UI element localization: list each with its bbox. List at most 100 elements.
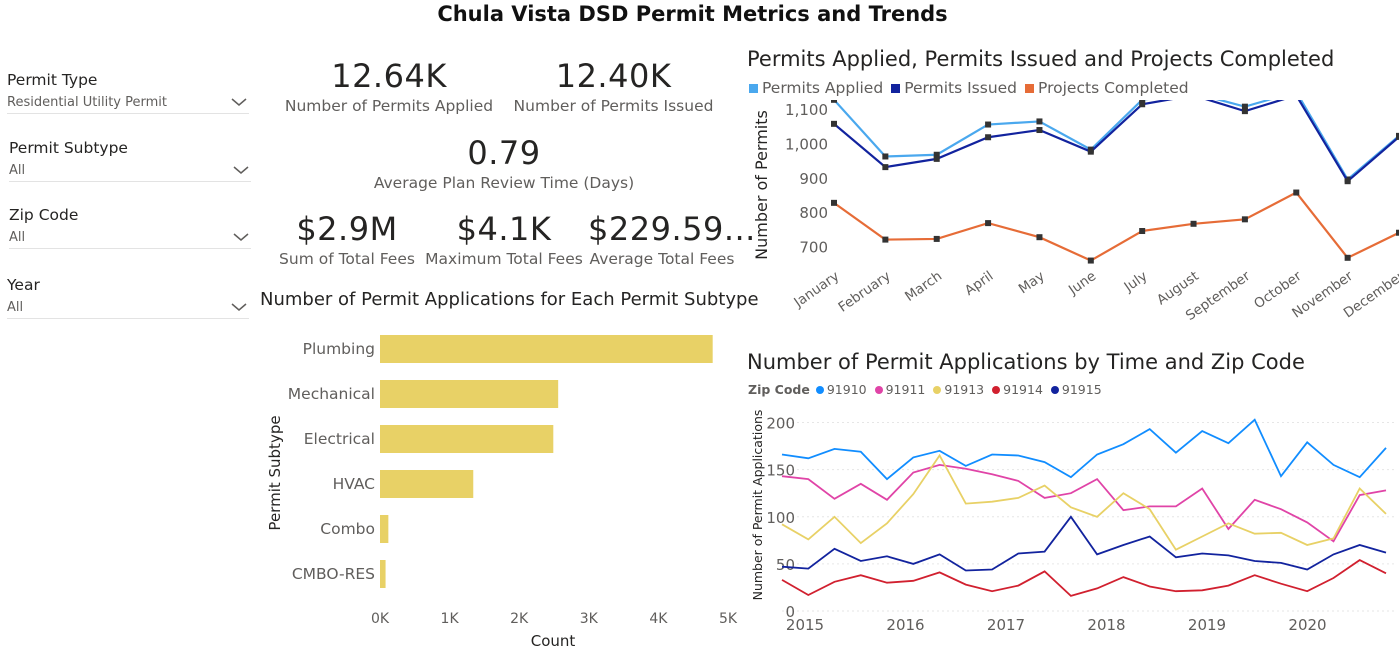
x-tick-label: June (1065, 268, 1099, 299)
subtype-bar-chart: Plumbing Mechanical Electrical HVAC Combo CMB… (266, 335, 738, 650)
card-value: 0.79 (467, 134, 541, 172)
y-tick-label: 700 (799, 239, 828, 257)
data-point (882, 236, 889, 243)
bar (380, 515, 389, 543)
legend-item-issued[interactable]: Permits Issued (891, 79, 1017, 97)
legend-label: 91911 (885, 382, 926, 397)
data-point (985, 121, 992, 128)
page-title: Chula Vista DSD Permit Metrics and Trend… (437, 2, 948, 26)
x-axis-title: Count (531, 632, 576, 650)
y-tick-label: 800 (799, 204, 828, 222)
legend-item-91911[interactable]: 91911 (874, 382, 926, 397)
permit-type-slicer: Permit Type Residential Utility Permit (7, 69, 249, 114)
category-label: Combo (320, 520, 375, 538)
monthly-line-chart: 700 800 900 1,000 1,100 Number of Permits Janu… (752, 100, 1399, 324)
y-axis-title: Number of Permit Applications (750, 410, 765, 601)
legend-swatch (1025, 83, 1035, 93)
data-point (1241, 216, 1248, 223)
data-point (1344, 254, 1351, 261)
x-tick-label: 3K (580, 611, 599, 627)
card-value: $4.1K (456, 210, 552, 248)
y-tick-label: 1,100 (785, 101, 828, 119)
y-tick-label: 50 (776, 556, 795, 574)
bar (380, 335, 713, 363)
x-tick-label: April (962, 268, 996, 299)
zip-code-label: Zip Code (9, 206, 79, 224)
legend-label: 91915 (1061, 382, 1102, 397)
series-line (781, 559, 1387, 597)
category-label: Mechanical (288, 385, 375, 403)
data-point (1087, 148, 1094, 155)
y-axis-title: Number of Permits (752, 110, 771, 260)
legend-label: 91913 (944, 382, 985, 397)
data-point (831, 120, 837, 127)
legend-item-applied[interactable]: Permits Applied (749, 79, 883, 97)
x-tick-label: January (790, 268, 842, 311)
card-value: $229.59... (588, 210, 756, 248)
category-label: Electrical (304, 430, 375, 448)
permit-type-value: Residential Utility Permit (7, 94, 167, 110)
series-line (781, 463, 1387, 543)
card-label: Average Plan Review Time (Days) (373, 174, 635, 192)
x-tick-label: 2018 (1087, 616, 1125, 634)
category-label: HVAC (333, 475, 375, 493)
data-point (1087, 257, 1094, 264)
x-tick-label: 2019 (1188, 616, 1226, 634)
y-tick-label: 100 (766, 509, 795, 527)
year-value: All (7, 299, 24, 315)
x-tick-label: 5K (719, 611, 738, 627)
legend-dot (1050, 385, 1059, 394)
series-line (781, 453, 1387, 551)
data-point (1190, 220, 1197, 227)
chevron-down-icon (233, 166, 249, 174)
data-point (882, 153, 889, 160)
legend-label: Permits Issued (904, 79, 1018, 97)
data-point (985, 134, 992, 141)
zip-code-value: All (9, 229, 26, 245)
data-point (1036, 118, 1043, 125)
legend-label: Permits Applied (762, 79, 884, 97)
legend-swatch (891, 83, 901, 93)
legend-label: 91910 (826, 382, 867, 397)
year-dropdown[interactable]: All (7, 296, 249, 319)
x-tick-label: July (1121, 268, 1151, 296)
zip-code-dropdown[interactable]: All (9, 226, 251, 249)
y-tick-label: 900 (799, 170, 828, 188)
zip-chart-legend: Zip Code 91910 91911 91913 91914 91915 (748, 382, 1110, 397)
data-point (933, 235, 940, 242)
series-line (833, 100, 1399, 182)
card-label: Maximum Total Fees (425, 250, 583, 268)
data-point (985, 220, 992, 227)
legend-item-91915[interactable]: 91915 (1050, 382, 1102, 397)
bar (380, 560, 386, 588)
category-label: Plumbing (303, 340, 375, 358)
legend-dot (874, 385, 883, 394)
data-point (831, 199, 837, 206)
card-value: 12.40K (555, 57, 672, 95)
data-point (933, 155, 940, 162)
y-axis-title: Permit Subtype (266, 415, 284, 530)
x-tick-label: 2017 (987, 616, 1025, 634)
x-tick-label: March (902, 268, 945, 305)
y-tick-label: 150 (766, 462, 795, 480)
permit-type-dropdown[interactable]: Residential Utility Permit (7, 91, 249, 114)
permits-issued-card: 12.40K Number of Permits Issued (506, 56, 721, 116)
permits-applied-card: 12.64K Number of Permits Applied (279, 56, 499, 116)
x-tick-label: 2K (510, 611, 529, 627)
series-line (781, 515, 1387, 572)
x-tick-label: 4K (649, 611, 668, 627)
legend-item-completed[interactable]: Projects Completed (1025, 79, 1189, 97)
permit-subtype-dropdown[interactable]: All (9, 159, 251, 182)
chevron-down-icon (233, 233, 249, 241)
data-point (1344, 178, 1351, 185)
x-tick-label: 1K (441, 611, 460, 627)
data-point (831, 100, 837, 103)
zip-chart-title: Number of Permit Applications by Time an… (747, 350, 1305, 374)
legend-item-91914[interactable]: 91914 (992, 382, 1043, 397)
data-point (1139, 101, 1146, 108)
legend-item-91910[interactable]: 91910 (815, 382, 867, 397)
x-tick-label: 2020 (1288, 616, 1326, 634)
data-point (933, 151, 940, 158)
permit-subtype-value: All (9, 162, 26, 178)
legend-item-91913[interactable]: 91913 (933, 382, 984, 397)
